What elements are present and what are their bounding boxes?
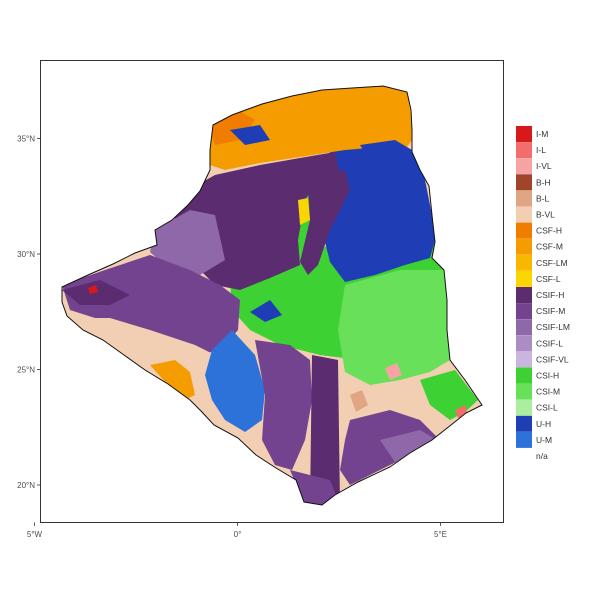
- y-tick-label: 30°N: [17, 250, 35, 259]
- legend-item: CSI-H: [516, 367, 559, 384]
- legend-item: B-VL: [516, 206, 555, 223]
- legend-label: CSF-M: [536, 242, 563, 252]
- legend-item: CSF-H: [516, 222, 562, 239]
- legend-item: I-M: [516, 126, 548, 142]
- legend-swatch: [516, 126, 532, 142]
- legend-label: I-VL: [536, 161, 552, 171]
- legend-swatch: [516, 448, 532, 464]
- legend-label: CSF-LM: [536, 258, 568, 268]
- legend-label: CSIF-H: [536, 290, 564, 300]
- legend-swatch: [516, 222, 532, 239]
- region-i-vl-spots: [385, 363, 402, 380]
- region-i-m-spot: [88, 285, 98, 294]
- x-tick-label: 5°E: [434, 530, 447, 539]
- legend-item: U-M: [516, 431, 552, 448]
- legend-swatch: [516, 287, 532, 303]
- region-csif-h-south-strip: [310, 355, 340, 505]
- region-csf-l-patch: [298, 198, 310, 225]
- legend-swatch: [516, 431, 532, 448]
- legend-label: CSIF-L: [536, 338, 563, 348]
- legend-item: CSIF-LM: [516, 319, 570, 336]
- legend-label: B-VL: [536, 210, 555, 220]
- y-tick-label: 20°N: [17, 481, 35, 490]
- legend-swatch: [516, 351, 532, 368]
- region-csif-lm-south-east: [380, 430, 440, 462]
- region-u-h-northeast: [322, 145, 435, 282]
- legend-item: CSIF-H: [516, 287, 564, 303]
- legend-swatch: [516, 319, 532, 336]
- region-u-h-north: [360, 140, 415, 170]
- region-csi-m-east: [338, 270, 450, 385]
- region-csif-lm-west: [150, 210, 225, 275]
- legend-swatch: [516, 206, 532, 223]
- legend-item: I-L: [516, 142, 546, 159]
- region-csif-m-south: [255, 340, 312, 470]
- region-u-h-north-clusters: [230, 125, 270, 145]
- legend: I-M I-L I-VL B-H B-L B-VL CSF-H CSF-M CSF-LM CSF-…: [516, 126, 570, 464]
- y-tick-label: 35°N: [17, 135, 35, 144]
- legend-item: CSF-M: [516, 238, 563, 255]
- legend-item: CSIF-VL: [516, 351, 569, 368]
- legend-item: B-H: [516, 174, 551, 191]
- legend-item: U-H: [516, 415, 551, 432]
- legend-item: B-L: [516, 190, 550, 207]
- legend-item: CSF-LM: [516, 254, 568, 271]
- legend-item: I-VL: [516, 158, 552, 175]
- legend-item: CSI-L: [516, 399, 558, 416]
- legend-item: CSI-M: [516, 383, 560, 400]
- country-outline: [61, 85, 483, 506]
- legend-label: CSI-H: [536, 371, 559, 381]
- legend-label: I-L: [536, 145, 546, 155]
- region-u-m-south: [205, 330, 265, 432]
- legend-swatch: [516, 254, 532, 271]
- legend-swatch: [516, 238, 532, 255]
- x-tick-label: 0°: [234, 530, 242, 539]
- x-axis: 5°W0°5°E10°E: [27, 522, 447, 539]
- legend-label: CSI-L: [536, 403, 558, 413]
- legend-swatch: [516, 158, 532, 175]
- legend-swatch: [516, 303, 532, 320]
- y-tick-label: 25°N: [17, 366, 35, 375]
- legend-swatch: [516, 335, 532, 352]
- legend-label: U-H: [536, 419, 551, 429]
- legend-label: n/a: [536, 451, 548, 461]
- legend-swatch: [516, 383, 532, 400]
- region-csif-m-tip: [290, 470, 340, 505]
- legend-item: CSIF-L: [516, 335, 563, 352]
- legend-swatch: [516, 415, 532, 432]
- legend-label: B-L: [536, 193, 550, 203]
- legend-swatch: [516, 270, 532, 287]
- legend-swatch: [516, 190, 532, 207]
- region-csf-m-southwest: [150, 360, 195, 400]
- legend-label: CSF-L: [536, 274, 561, 284]
- legend-label: CSI-M: [536, 387, 560, 397]
- legend-item: CSIF-M: [516, 303, 565, 320]
- region-csf-m-north: [205, 86, 412, 170]
- legend-swatch: [516, 174, 532, 191]
- legend-swatch: [516, 142, 532, 159]
- legend-label: CSIF-LM: [536, 322, 570, 332]
- legend-swatch: [516, 399, 532, 416]
- legend-label: U-M: [536, 435, 552, 445]
- legend-label: CSIF-M: [536, 306, 565, 316]
- region-u-h-west-clusters: [250, 300, 282, 322]
- legend-item: n/a: [516, 448, 548, 464]
- legend-label: I-M: [536, 129, 548, 139]
- legend-label: CSIF-VL: [536, 354, 569, 364]
- legend-label: CSF-H: [536, 226, 562, 236]
- region-csif-h-strip: [300, 170, 350, 275]
- x-tick-label: 5°W: [27, 530, 43, 539]
- region-b-l-spots: [350, 390, 368, 412]
- legend-label: B-H: [536, 177, 551, 187]
- legend-swatch: [516, 367, 532, 384]
- y-axis: 35°N 30°N 25°N 20°N: [17, 135, 41, 490]
- region-csif-m-west: [62, 255, 240, 355]
- legend-item: CSF-L: [516, 270, 561, 287]
